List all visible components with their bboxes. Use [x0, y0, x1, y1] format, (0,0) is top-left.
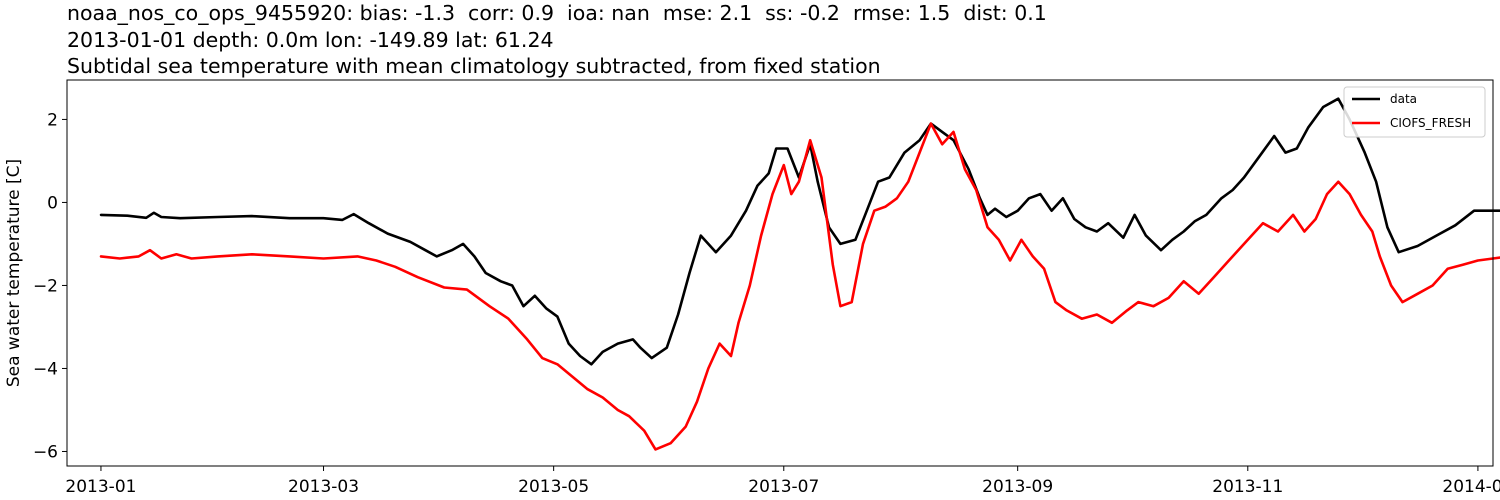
series-line-model — [99, 122, 1500, 451]
y-tick-label: −2 — [33, 276, 58, 296]
x-tick-label: 2013-11 — [1212, 477, 1283, 497]
legend-label: CIOFS_FRESH — [1390, 116, 1471, 130]
x-tick-label: 2013-05 — [518, 477, 589, 497]
axes-frame — [66, 79, 1494, 467]
series-line-data — [99, 97, 1500, 366]
y-tick-label: −6 — [33, 442, 58, 462]
y-tick-label: 2 — [47, 110, 58, 130]
chart-title-block: noaa_nos_co_ops_9455920: bias: -1.3 corr… — [67, 0, 1047, 80]
chart-title-description: Subtidal sea temperature with mean clima… — [67, 54, 881, 78]
x-tick-label: 2014-01 — [1442, 477, 1500, 497]
y-tick-label: −4 — [33, 359, 58, 379]
x-tick-label: 2013-03 — [288, 477, 359, 497]
y-axis-label: Sea water temperature [C] — [4, 159, 24, 387]
chart-title-location: 2013-01-01 depth: 0.0m lon: -149.89 lat:… — [67, 27, 554, 52]
y-axis: 2 0 −2 −4 −6 — [33, 110, 67, 462]
x-tick-label: 2013-09 — [982, 477, 1053, 497]
series-layer — [99, 97, 1500, 451]
legend-label: data — [1390, 92, 1417, 106]
x-tick-label: 2013-07 — [748, 477, 819, 497]
legend: data CIOFS_FRESH — [1343, 86, 1486, 138]
x-axis: 2013-01 2013-03 2013-05 2013-07 2013-09 2013-… — [65, 466, 1500, 497]
chart-title-stats: noaa_nos_co_ops_9455920: bias: -1.3 corr… — [67, 1, 1047, 25]
x-tick-label: 2013-01 — [65, 477, 136, 497]
y-tick-label: 0 — [47, 193, 58, 213]
